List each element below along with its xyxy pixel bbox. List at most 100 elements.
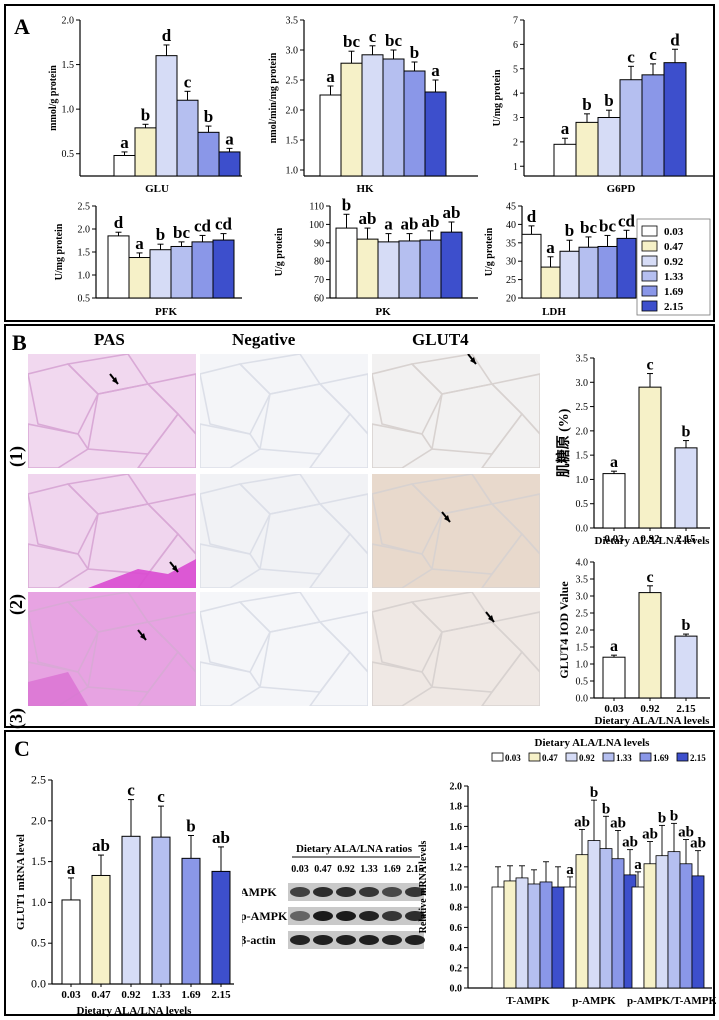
fiber-boundary bbox=[137, 650, 196, 706]
pk-y-tick-label: 110 bbox=[309, 202, 324, 213]
fiber-boundary bbox=[66, 474, 150, 515]
glut4_iod-bar bbox=[674, 635, 698, 699]
ldh-sig-letter: bc bbox=[599, 216, 616, 235]
ampk-legend-swatch bbox=[676, 752, 689, 762]
micrograph-tile bbox=[28, 474, 196, 588]
glut1-y-tick-label: 1.5 bbox=[31, 854, 46, 868]
fiber-boundary bbox=[200, 423, 262, 468]
hk-bar bbox=[340, 62, 363, 177]
glut1-bar bbox=[211, 870, 231, 985]
micrograph-texture bbox=[28, 592, 196, 706]
glu-bar bbox=[113, 154, 136, 177]
pfk-bar bbox=[191, 241, 214, 299]
fiber-boundary bbox=[137, 412, 196, 468]
pk-bar bbox=[356, 238, 379, 299]
micrograph-texture bbox=[372, 592, 540, 706]
hk-y-tick-label: 1.0 bbox=[286, 166, 299, 177]
fiber-boundary bbox=[481, 412, 540, 468]
ampk-legend-swatch bbox=[528, 752, 541, 762]
ampk-y-axis-label: Relative mRNA levels bbox=[418, 841, 429, 934]
glu-y-tick-label: 1.5 bbox=[62, 60, 75, 71]
ampk-legend-swatch bbox=[565, 752, 578, 762]
pas-stain-region bbox=[28, 672, 88, 706]
ampk-legend-swatch bbox=[602, 752, 615, 762]
glu-y-axis-label: mmol/g protein bbox=[48, 65, 59, 131]
ampk-sig-letter: ab bbox=[642, 827, 658, 843]
western-blot: Dietary ALA/LNA ratios 0.03 0.47 0.92 1.33 1.… bbox=[242, 843, 425, 949]
pfk-bar bbox=[212, 239, 235, 299]
glu-y-tick-label: 2.0 bbox=[62, 16, 75, 27]
glut4_iod-x-tick-label: 0.03 bbox=[604, 703, 624, 715]
pfk-sig-letter: a bbox=[135, 234, 144, 253]
glut1-bar bbox=[151, 836, 171, 985]
fiber-boundary bbox=[431, 503, 524, 575]
fiber-boundary bbox=[87, 383, 180, 455]
western-band bbox=[359, 911, 379, 921]
ampk-legend-label: 1.69 bbox=[653, 753, 669, 763]
western-band bbox=[382, 887, 402, 897]
ldh-y-tick-label: 20 bbox=[506, 294, 516, 305]
glycogen-x-axis-label: Dietary ALA/LNA levels bbox=[595, 535, 711, 547]
pk-sig-letter: ab bbox=[443, 203, 461, 222]
pk-y-tick-label: 100 bbox=[309, 220, 324, 231]
row-label-1: (1) bbox=[6, 446, 26, 467]
legend-a-label: 1.69 bbox=[664, 286, 684, 298]
glycogen-y-tick-label: 1.0 bbox=[576, 475, 589, 486]
ampk-legend-swatch bbox=[639, 752, 652, 762]
g6pd-sig-letter: d bbox=[670, 30, 680, 49]
glu-y-tick-label: 0.5 bbox=[62, 149, 75, 160]
ampk-bar bbox=[527, 883, 541, 989]
glut4_iod-x-axis-label: Dietary ALA/LNA levels bbox=[595, 715, 711, 727]
fiber-boundary bbox=[318, 611, 368, 674]
western-band bbox=[290, 911, 310, 921]
fiber-boundary bbox=[481, 650, 540, 706]
glycogen-x-tick-label: 0.03 bbox=[604, 533, 624, 545]
micrograph-texture bbox=[28, 474, 196, 588]
hk-sig-letter: b bbox=[410, 43, 419, 62]
ampk-sig-letter: ab bbox=[678, 825, 694, 841]
micrograph-texture bbox=[28, 354, 196, 468]
pfk-sig-letter: b bbox=[156, 225, 165, 244]
fiber-boundary bbox=[372, 423, 434, 468]
panel-a: A 0.5 1.0 1.5 2.0 mmol/g protein a b d c b a GLU 1.… bbox=[4, 4, 715, 322]
legend-a-label: 0.47 bbox=[664, 241, 684, 253]
ampk-y-tick-label: 0.6 bbox=[450, 923, 463, 934]
hk-y-axis-label: nmol/min/mg protein bbox=[268, 52, 279, 143]
ampk-sig-letter: a bbox=[566, 862, 574, 878]
fiber-boundary bbox=[28, 543, 90, 588]
hk-y-tick-label: 2.5 bbox=[286, 76, 299, 87]
ampk-legend-title: Dietary ALA/LNA levels bbox=[535, 737, 651, 749]
western-band bbox=[405, 887, 425, 897]
glut1-y-tick-label: 0.0 bbox=[31, 977, 46, 991]
western-band bbox=[313, 887, 333, 897]
fiber-boundary bbox=[238, 474, 322, 515]
pk-y-axis-label: U/g protein bbox=[274, 227, 285, 276]
panel-label-b: B bbox=[12, 330, 27, 355]
ampk-bar bbox=[563, 886, 577, 989]
western-title: Dietary ALA/LNA ratios bbox=[296, 843, 413, 855]
ampk-sig-letter: ab bbox=[690, 836, 706, 852]
fiber-boundary bbox=[259, 383, 352, 455]
micrograph-tile bbox=[372, 592, 540, 706]
glut4_iod-y-tick-label: 4.0 bbox=[576, 558, 589, 569]
glut4_iod-bar bbox=[602, 656, 626, 699]
ampk-bar bbox=[575, 854, 589, 989]
col-title-pas: PAS bbox=[94, 330, 125, 349]
glut1-y-tick-label: 2.0 bbox=[31, 813, 46, 827]
legend-a-label: 0.03 bbox=[664, 226, 684, 238]
ampk-x-group-label: p-AMPK/T-AMPK bbox=[627, 995, 716, 1007]
arrow-head bbox=[140, 633, 146, 640]
hk-bar bbox=[382, 58, 405, 177]
glut4_iod-y-tick-label: 2.5 bbox=[576, 609, 589, 620]
western-band bbox=[313, 935, 333, 945]
western-band bbox=[382, 911, 402, 921]
fiber-boundary bbox=[309, 532, 368, 588]
ldh-y-axis-label: U/g protein bbox=[484, 227, 495, 276]
western-lane-label: 1.69 bbox=[383, 864, 401, 875]
glut4_iod-y-tick-label: 3.5 bbox=[576, 575, 589, 586]
fiber-boundary bbox=[372, 363, 443, 435]
micrograph-tile bbox=[200, 474, 368, 588]
western-band bbox=[290, 935, 310, 945]
